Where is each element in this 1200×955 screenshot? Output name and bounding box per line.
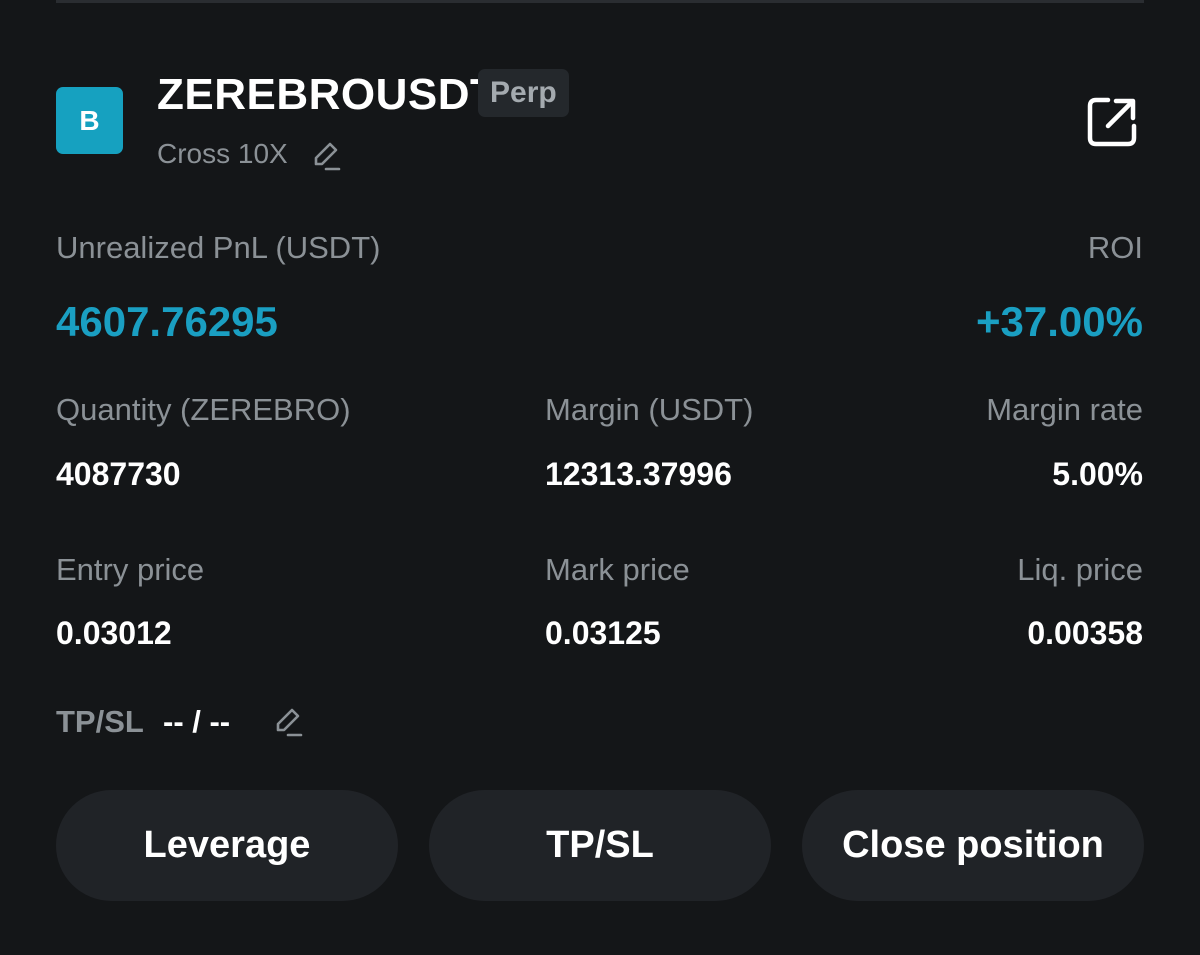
margin-label: Margin (USDT) <box>545 392 754 427</box>
pencil-icon[interactable] <box>270 704 306 740</box>
tpsl-value: -- / -- <box>163 704 231 739</box>
share-external-icon[interactable] <box>1084 94 1140 150</box>
roi-label: ROI <box>1087 230 1143 265</box>
coin-logo: B <box>56 87 123 154</box>
quantity-label: Quantity (ZEREBRO) <box>56 392 351 427</box>
tpsl-label: TP/SL <box>56 704 144 739</box>
roi-value: +37.00% <box>976 298 1143 345</box>
margin-rate-value: 5.00% <box>1052 456 1143 492</box>
top-divider <box>56 0 1144 3</box>
margin-mode-label: Cross 10X <box>157 138 288 169</box>
quantity-value: 4087730 <box>56 456 181 492</box>
margin-rate-label: Margin rate <box>986 392 1143 427</box>
perp-badge: Perp <box>478 69 569 117</box>
entry-price-value: 0.03012 <box>56 615 172 651</box>
tpsl-button[interactable]: TP/SL <box>429 790 771 901</box>
margin-value: 12313.37996 <box>545 456 732 492</box>
position-symbol[interactable]: ZEREBROUSDT <box>157 70 498 119</box>
pencil-icon[interactable] <box>308 138 344 174</box>
entry-price-label: Entry price <box>56 552 205 587</box>
mark-price-label: Mark price <box>545 552 690 587</box>
coin-logo-letter: B <box>79 104 100 136</box>
leverage-button[interactable]: Leverage <box>56 790 398 901</box>
unrealized-pnl-value: 4607.76295 <box>56 298 278 345</box>
liq-price-value: 0.00358 <box>1027 615 1143 651</box>
unrealized-pnl-label: Unrealized PnL (USDT) <box>56 230 381 265</box>
close-position-button[interactable]: Close position <box>802 790 1144 901</box>
liq-price-label: Liq. price <box>1017 552 1143 587</box>
mark-price-value: 0.03125 <box>545 615 661 651</box>
